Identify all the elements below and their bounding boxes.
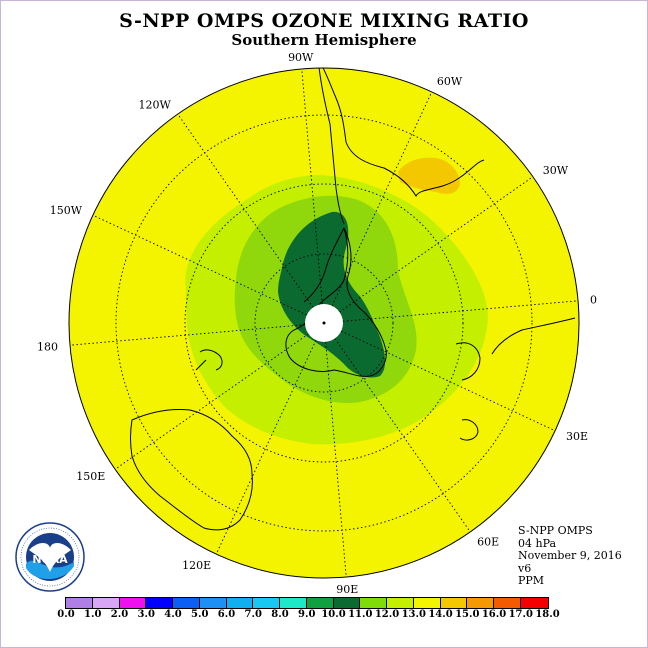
colorbar-tick-label: 1.0 bbox=[84, 609, 102, 620]
meridian-line bbox=[334, 338, 471, 533]
australia-coast bbox=[130, 409, 253, 531]
noaa-logo-text: NOAA bbox=[32, 553, 68, 566]
meridian-line bbox=[325, 341, 347, 578]
info-date: November 9, 2016 bbox=[518, 549, 622, 562]
map-title: S-NPP OMPS OZONE MIXING RATIO bbox=[119, 10, 529, 32]
longitude-label: 30W bbox=[543, 164, 569, 177]
colorbar-tick-label: 6.0 bbox=[217, 609, 236, 620]
meridian-line bbox=[215, 340, 317, 555]
coastlines bbox=[130, 68, 576, 531]
ozone-region-10-11 bbox=[278, 211, 386, 378]
meridian-line bbox=[114, 333, 309, 470]
meridian-line bbox=[69, 324, 306, 346]
colorbar-tick-label: 8.0 bbox=[271, 609, 289, 620]
longitude-label: 150E bbox=[76, 470, 105, 483]
colorbar-segment bbox=[119, 598, 147, 608]
longitude-label: 60W bbox=[437, 75, 463, 88]
south-america-west-coast bbox=[317, 68, 345, 225]
colorbar-tick-label: 9.0 bbox=[298, 609, 316, 620]
south-pole-marker bbox=[322, 321, 326, 325]
info-units: PPM bbox=[518, 574, 545, 587]
colorbar-tick-label: 16.0 bbox=[481, 609, 507, 620]
colorbar-segment bbox=[280, 598, 307, 608]
colorbar-tick-label: 12.0 bbox=[374, 609, 400, 620]
indian-ocean-islands bbox=[455, 342, 481, 441]
meridian-line bbox=[331, 91, 433, 306]
colorbar-tick-label: 4.0 bbox=[164, 609, 182, 620]
colorbar-segment bbox=[226, 598, 254, 608]
south-america-coast bbox=[317, 68, 485, 198]
longitude-labels: 90W 60W 30W 0 30E 60E 90E 120E 150E 180 150W 120W bbox=[37, 51, 597, 596]
longitude-label: 90E bbox=[336, 583, 358, 596]
colorbar-tick-label: 0.0 bbox=[57, 609, 75, 620]
colorbar-tick-label: 11.0 bbox=[348, 609, 373, 620]
colorbar-segment bbox=[467, 598, 494, 608]
colorbar-segment bbox=[253, 598, 280, 608]
colorbar-segment bbox=[440, 598, 468, 608]
colorbar-segment bbox=[146, 598, 173, 608]
colorbar-tick-label: 7.0 bbox=[244, 609, 262, 620]
meridian-line bbox=[342, 300, 579, 322]
longitude-label: 120E bbox=[182, 559, 211, 572]
info-version: v6 bbox=[518, 561, 532, 575]
longitude-label: 180 bbox=[37, 340, 58, 353]
colorbar-segment bbox=[173, 598, 200, 608]
colorbar-tick-label: 17.0 bbox=[508, 609, 533, 620]
latitude-circles bbox=[115, 114, 533, 532]
colorbar-segment bbox=[360, 598, 387, 608]
colorbar-segment bbox=[494, 598, 521, 608]
meridian-line bbox=[301, 68, 323, 305]
meridians bbox=[69, 68, 579, 578]
colorbar-tick-label: 5.0 bbox=[191, 609, 209, 620]
longitude-label: 30E bbox=[566, 430, 588, 443]
colorbar-segment bbox=[92, 598, 120, 608]
noaa-logo: NOAA bbox=[15, 522, 85, 592]
colorbar-segment bbox=[520, 598, 548, 608]
new-zealand-coast bbox=[195, 349, 223, 371]
meridian-line bbox=[177, 113, 314, 308]
meridian-line bbox=[341, 330, 556, 432]
colorbar-segment bbox=[306, 598, 334, 608]
meridian-line bbox=[92, 214, 307, 316]
africa-coast bbox=[491, 317, 576, 355]
info-instrument: S-NPP OMPS bbox=[518, 524, 593, 537]
longitude-label: 150W bbox=[50, 204, 83, 217]
longitude-label: 120W bbox=[139, 98, 172, 111]
colorbar-segment bbox=[333, 598, 361, 608]
latitude-circle-3 bbox=[115, 114, 533, 532]
antarctica-coast bbox=[285, 227, 387, 377]
info-block: S-NPP OMPS 04 hPa November 9, 2016 v6 PP… bbox=[518, 524, 622, 588]
antarctic-peninsula-coast bbox=[303, 227, 345, 303]
colorbar-tick-labels: 0.0 1.0 2.0 3.0 4.0 5.0 6.0 7.0 8.0 9.0 10.0 11.0 12… bbox=[0, 609, 648, 623]
meridian-line bbox=[339, 176, 534, 313]
longitude-label: 90W bbox=[288, 51, 314, 64]
colorbar bbox=[65, 597, 549, 609]
colorbar-tick-label: 3.0 bbox=[137, 609, 155, 620]
colorbar-tick-label: 18.0 bbox=[535, 609, 560, 620]
colorbar-segment bbox=[413, 598, 441, 608]
colorbar-tick-label: 15.0 bbox=[455, 609, 480, 620]
longitude-label: 0 bbox=[590, 294, 597, 307]
map-subtitle: Southern Hemisphere bbox=[231, 31, 417, 49]
info-pressure-level: 04 hPa bbox=[518, 536, 557, 550]
longitude-label: 60E bbox=[477, 536, 499, 549]
colorbar-tick-label: 14.0 bbox=[428, 609, 453, 620]
colorbar-segment bbox=[199, 598, 227, 608]
colorbar-segment bbox=[387, 598, 414, 608]
colorbar-tick-label: 2.0 bbox=[110, 609, 129, 620]
latitude-circle-2 bbox=[184, 183, 464, 463]
map-boundary bbox=[68, 67, 580, 579]
colorbar-tick-label: 13.0 bbox=[401, 609, 426, 620]
colorbar-segment bbox=[66, 598, 93, 608]
colorbar-tick-label: 10.0 bbox=[321, 609, 346, 620]
latitude-circle-1 bbox=[254, 253, 394, 393]
